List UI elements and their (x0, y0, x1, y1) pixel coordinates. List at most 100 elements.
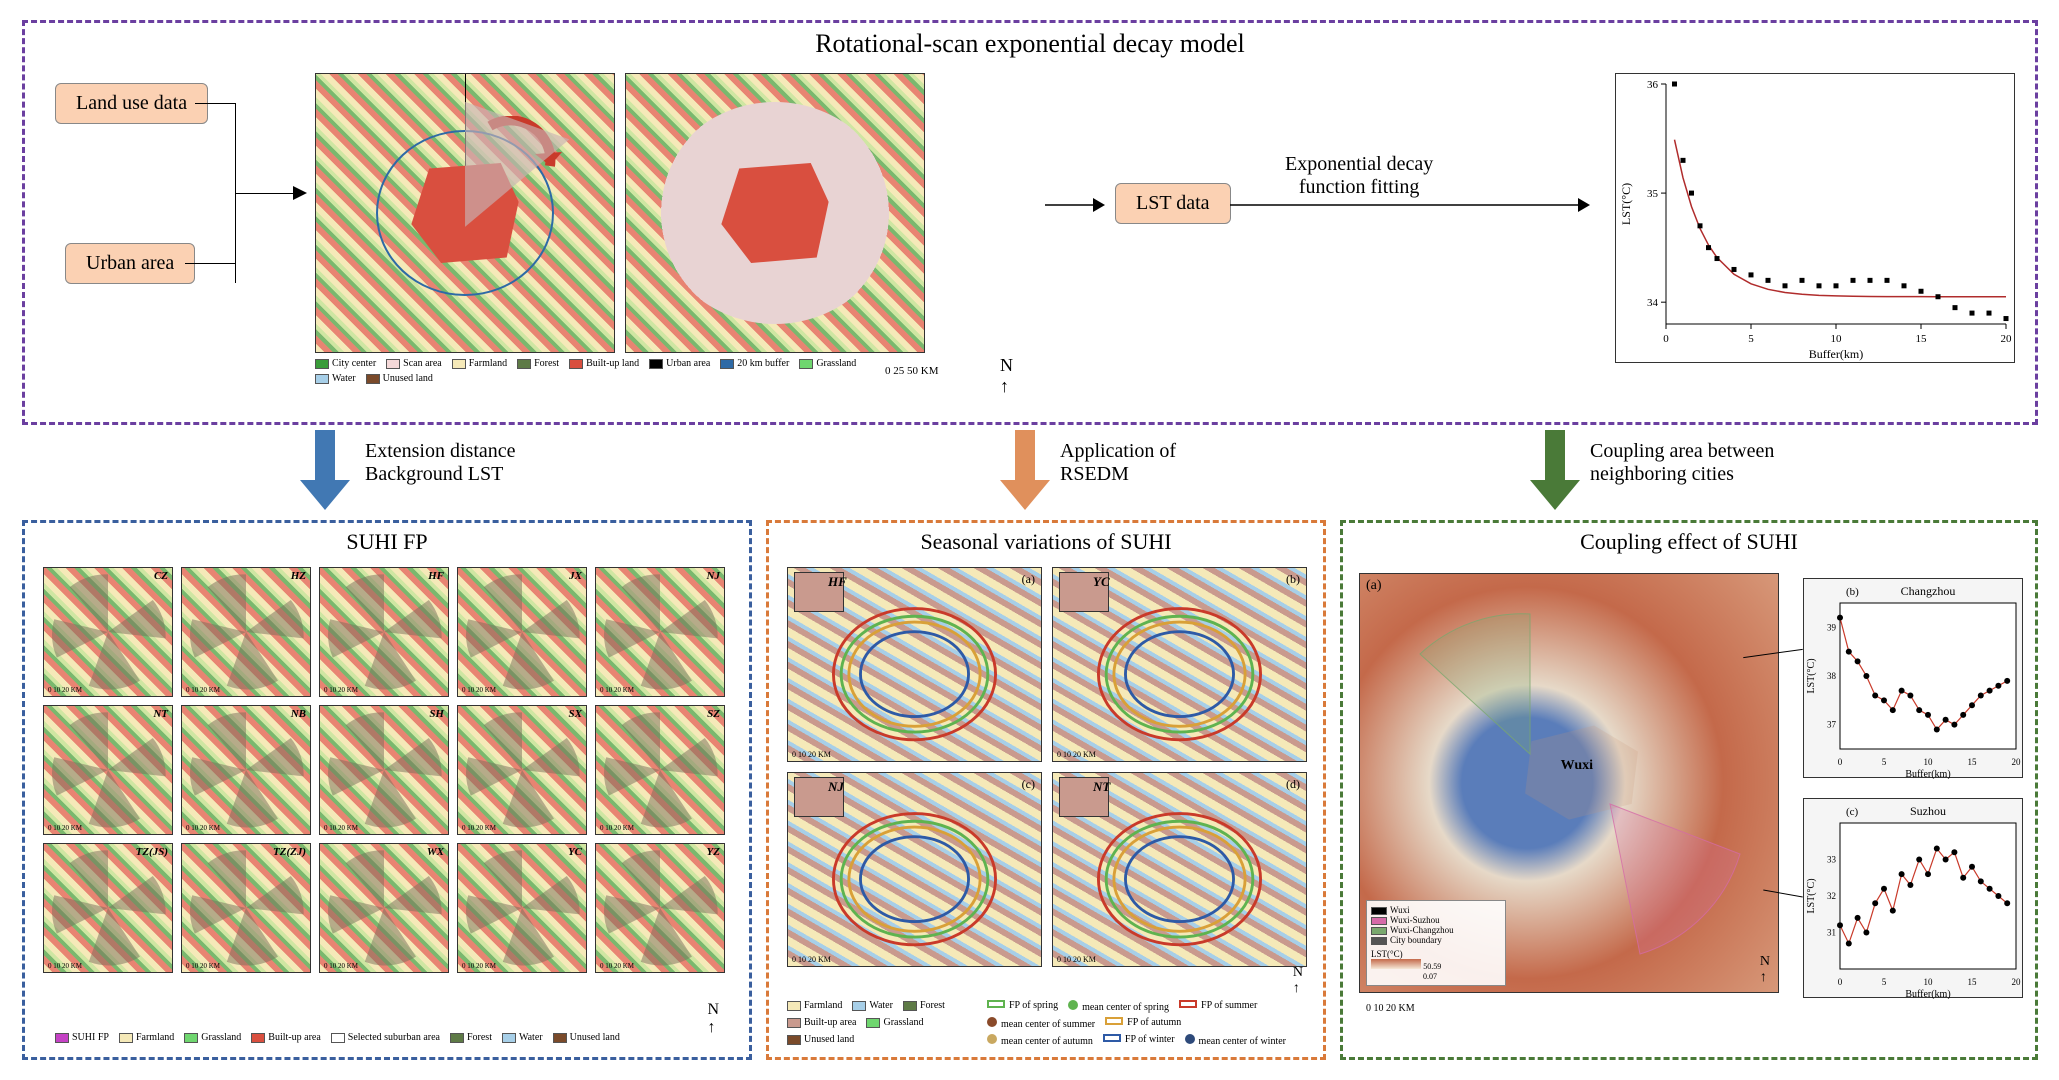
svg-text:LST(°C): LST(°C) (1619, 183, 1633, 225)
arrow-right-label: Coupling area between neighboring cities (1590, 440, 1830, 486)
label-line: RSEDM (1060, 463, 1260, 486)
coupling-panel: Coupling effect of SUHI (a) Wuxi WuxiWux… (1340, 520, 2038, 1060)
svg-text:31: 31 (1827, 928, 1836, 938)
fitting-label: Exponential decay function fitting (1285, 153, 1433, 199)
svg-text:32: 32 (1827, 891, 1836, 901)
scan-map-2 (625, 73, 925, 353)
north-arrow-icon: N↑ (1293, 965, 1303, 997)
suhi-city-thumb: HF 0 10 20 KM (319, 567, 449, 697)
svg-text:39: 39 (1827, 622, 1837, 632)
seasonal-legend: FarmlandWaterForestBuilt-up areaGrasslan… (787, 1000, 1307, 1047)
label-line: Application of (1060, 440, 1260, 463)
lst-label: LST(°C) (1371, 949, 1403, 959)
coupling-title: Coupling effect of SUHI (1343, 529, 2035, 555)
svg-text:Buffer(km): Buffer(km) (1809, 347, 1863, 361)
suhi-legend: SUHI FPFarmlandGrasslandBuilt-up areaSel… (55, 1032, 635, 1043)
arrow-icon (1045, 198, 1105, 212)
label-line: Background LST (365, 463, 565, 486)
svg-text:Buffer(km): Buffer(km) (1905, 769, 1950, 779)
svg-text:33: 33 (1827, 855, 1837, 865)
seasonal-city-thumb: (a) HF 0 10 20 KM (787, 567, 1042, 762)
arrow-mid-label: Application of RSEDM (1060, 440, 1260, 486)
suhi-city-thumb: YZ 0 10 20 KM (595, 843, 725, 973)
svg-text:5: 5 (1748, 333, 1754, 345)
conn-line (235, 193, 295, 194)
svg-text:0: 0 (1838, 757, 1843, 767)
seasonal-city-thumb: (b) YC 0 10 20 KM (1052, 567, 1307, 762)
seasonal-panel: Seasonal variations of SUHI (a) HF 0 10 … (766, 520, 1326, 1060)
label-line: Extension distance (365, 440, 565, 463)
svg-text:15: 15 (1968, 757, 1978, 767)
svg-text:38: 38 (1827, 671, 1837, 681)
chart-changzhou: (b) Changzhou 0 5 10 15 20 37 38 39 Buffer(km) LST(… (1803, 578, 2023, 778)
top-title: Rotational-scan exponential decay model (25, 29, 2035, 59)
suhi-city-thumb: TZ(JS) 0 10 20 KM (43, 843, 173, 973)
top-panel: Rotational-scan exponential decay model … (22, 20, 2038, 425)
svg-text:36: 36 (1647, 79, 1659, 91)
lst-box: LST data (1115, 183, 1231, 224)
seasonal-city-thumb: (c) NJ 0 10 20 KM (787, 772, 1042, 967)
conn-line (185, 263, 235, 264)
lst-high: 50.59 (1423, 962, 1441, 971)
arrow-mid (1000, 430, 1050, 510)
north-arrow-icon: N↑ (1000, 355, 1013, 397)
suhi-city-thumb: NJ 0 10 20 KM (595, 567, 725, 697)
north-arrow-icon: N↑ (1760, 954, 1770, 986)
svg-text:34: 34 (1647, 297, 1659, 309)
scale-bar: 0 10 20 KM (1366, 1003, 1415, 1014)
svg-text:10: 10 (1924, 977, 1934, 987)
suhi-grid: CZ 0 10 20 KM HZ (43, 567, 725, 973)
svg-text:Suzhou: Suzhou (1910, 804, 1946, 818)
landuse-box: Land use data (55, 83, 208, 124)
arrow-head-icon (293, 186, 307, 200)
seasonal-grid: (a) HF 0 10 20 KM (b) YC 0 10 20 KM (c) (787, 567, 1307, 967)
suhi-city-thumb: NT 0 10 20 KM (43, 705, 173, 835)
chart-suzhou: (c)Suzhou05101520313233Buffer(km)LST(°C) (1803, 798, 2023, 998)
suhi-city-thumb: SX 0 10 20 KM (457, 705, 587, 835)
suhi-city-thumb: HZ 0 10 20 KM (181, 567, 311, 697)
lst-low: 0.07 (1423, 972, 1437, 981)
scan-map-1 (315, 73, 615, 353)
arrow-left-label: Extension distance Background LST (365, 440, 565, 486)
suhi-city-thumb: WX 0 10 20 KM (319, 843, 449, 973)
scale-bar: 0 25 50 KM (885, 365, 938, 377)
scan-map-legend: City centerScan areaFarmlandForestBuilt-… (315, 358, 875, 384)
seasonal-city-thumb: (d) NT 0 10 20 KM (1052, 772, 1307, 967)
svg-text:20: 20 (2012, 977, 2022, 987)
decay-chart: 0 5 10 15 20 34 35 36 Buffer(km) LST(°C) (1615, 73, 2015, 363)
svg-text:Changzhou: Changzhou (1901, 584, 1956, 598)
suhi-city-thumb: CZ 0 10 20 KM (43, 567, 173, 697)
suhi-fp-panel: SUHI FP CZ 0 10 20 KM HZ (22, 520, 752, 1060)
north-arrow-icon: N↑ (707, 1001, 719, 1037)
svg-text:10: 10 (1924, 757, 1934, 767)
conn-line (195, 103, 235, 104)
svg-text:37: 37 (1827, 720, 1837, 730)
svg-text:5: 5 (1882, 977, 1887, 987)
suhi-city-thumb: SZ 0 10 20 KM (595, 705, 725, 835)
seasonal-title: Seasonal variations of SUHI (769, 529, 1323, 555)
svg-text:Buffer(km): Buffer(km) (1905, 989, 1950, 999)
label-line: Coupling area between (1590, 440, 1830, 463)
suhi-city-thumb: JX 0 10 20 KM (457, 567, 587, 697)
suhi-city-thumb: SH 0 10 20 KM (319, 705, 449, 835)
svg-text:0: 0 (1663, 333, 1669, 345)
svg-text:10: 10 (1831, 333, 1843, 345)
svg-text:35: 35 (1647, 188, 1659, 200)
svg-text:0: 0 (1838, 977, 1843, 987)
svg-text:20: 20 (2001, 333, 2013, 345)
svg-text:LST(°C): LST(°C) (1806, 878, 1817, 913)
suhi-fp-title: SUHI FP (25, 529, 749, 555)
suhi-city-thumb: NB 0 10 20 KM (181, 705, 311, 835)
coupling-map: (a) Wuxi WuxiWuxi-SuzhouWuxi-ChangzhouCi… (1359, 573, 1779, 993)
suhi-city-thumb: TZ(ZJ) 0 10 20 KM (181, 843, 311, 973)
svg-text:LST(°C): LST(°C) (1806, 658, 1817, 693)
svg-text:5: 5 (1882, 757, 1887, 767)
arrow-right (1530, 430, 1580, 510)
svg-text:15: 15 (1968, 977, 1978, 987)
label-line: neighboring cities (1590, 463, 1830, 486)
svg-text:(b): (b) (1846, 586, 1859, 598)
urban-box: Urban area (65, 243, 195, 284)
arrow-left (300, 430, 350, 510)
svg-text:15: 15 (1916, 333, 1928, 345)
svg-text:20: 20 (2012, 757, 2022, 767)
